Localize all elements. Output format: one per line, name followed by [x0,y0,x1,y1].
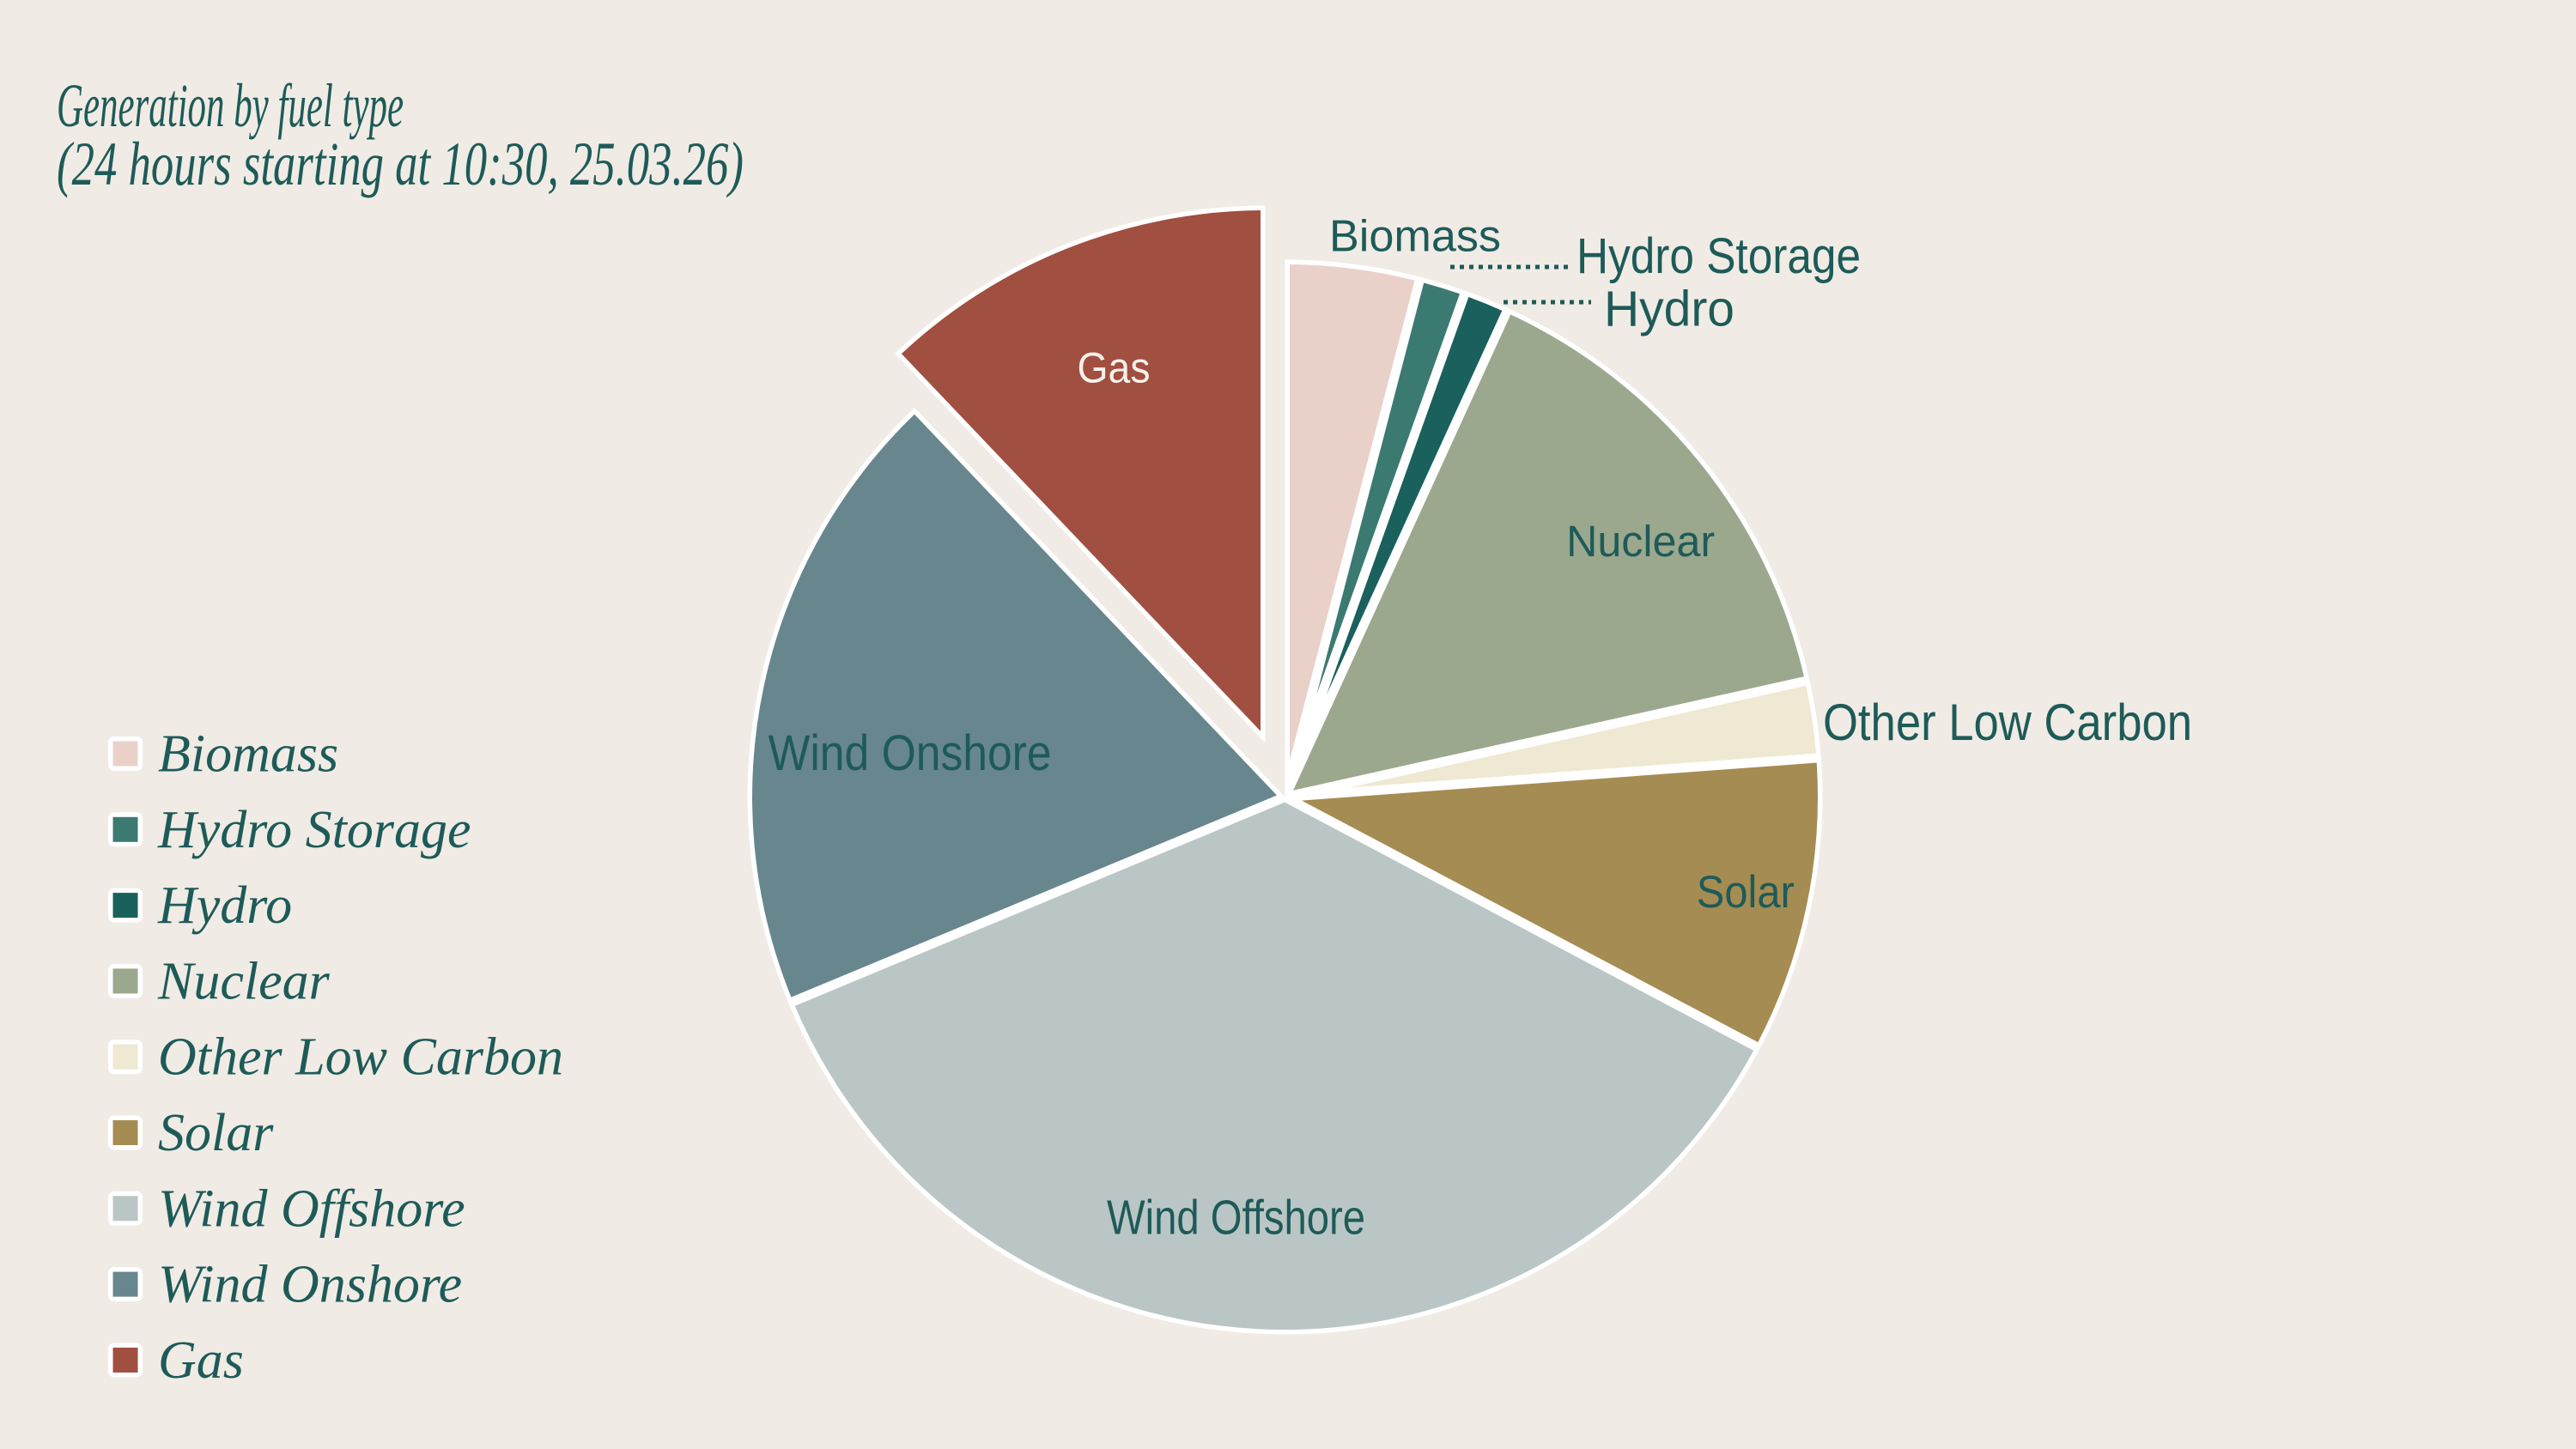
svg-text:Hydro: Hydro [157,876,292,935]
svg-text:Other Low Carbon: Other Low Carbon [158,1028,563,1087]
svg-text:Solar: Solar [158,1104,274,1162]
svg-text:(24 hours starting at 10:30, 2: (24 hours starting at 10:30, 25.03.26) [57,130,744,198]
svg-text:Generation by fuel type: Generation by fuel type [57,71,404,140]
svg-text:Hydro Storage: Hydro Storage [1577,228,1861,284]
svg-text:Biomass: Biomass [1329,212,1501,262]
svg-text:Nuclear: Nuclear [1566,517,1715,566]
svg-text:Wind Offshore: Wind Offshore [1107,1191,1365,1246]
svg-text:Gas: Gas [158,1331,244,1390]
svg-text:Wind Offshore: Wind Offshore [158,1179,465,1238]
svg-text:Biomass: Biomass [158,725,338,784]
svg-text:Other Low Carbon: Other Low Carbon [1823,694,2192,751]
svg-text:Gas: Gas [1078,344,1151,392]
svg-text:Nuclear: Nuclear [157,952,331,1010]
svg-text:Hydro: Hydro [1604,282,1735,337]
svg-text:Hydro Storage: Hydro Storage [157,801,471,859]
svg-text:Wind Onshore: Wind Onshore [769,725,1052,781]
svg-text:Wind Onshore: Wind Onshore [158,1256,462,1314]
svg-text:Solar: Solar [1697,867,1795,918]
